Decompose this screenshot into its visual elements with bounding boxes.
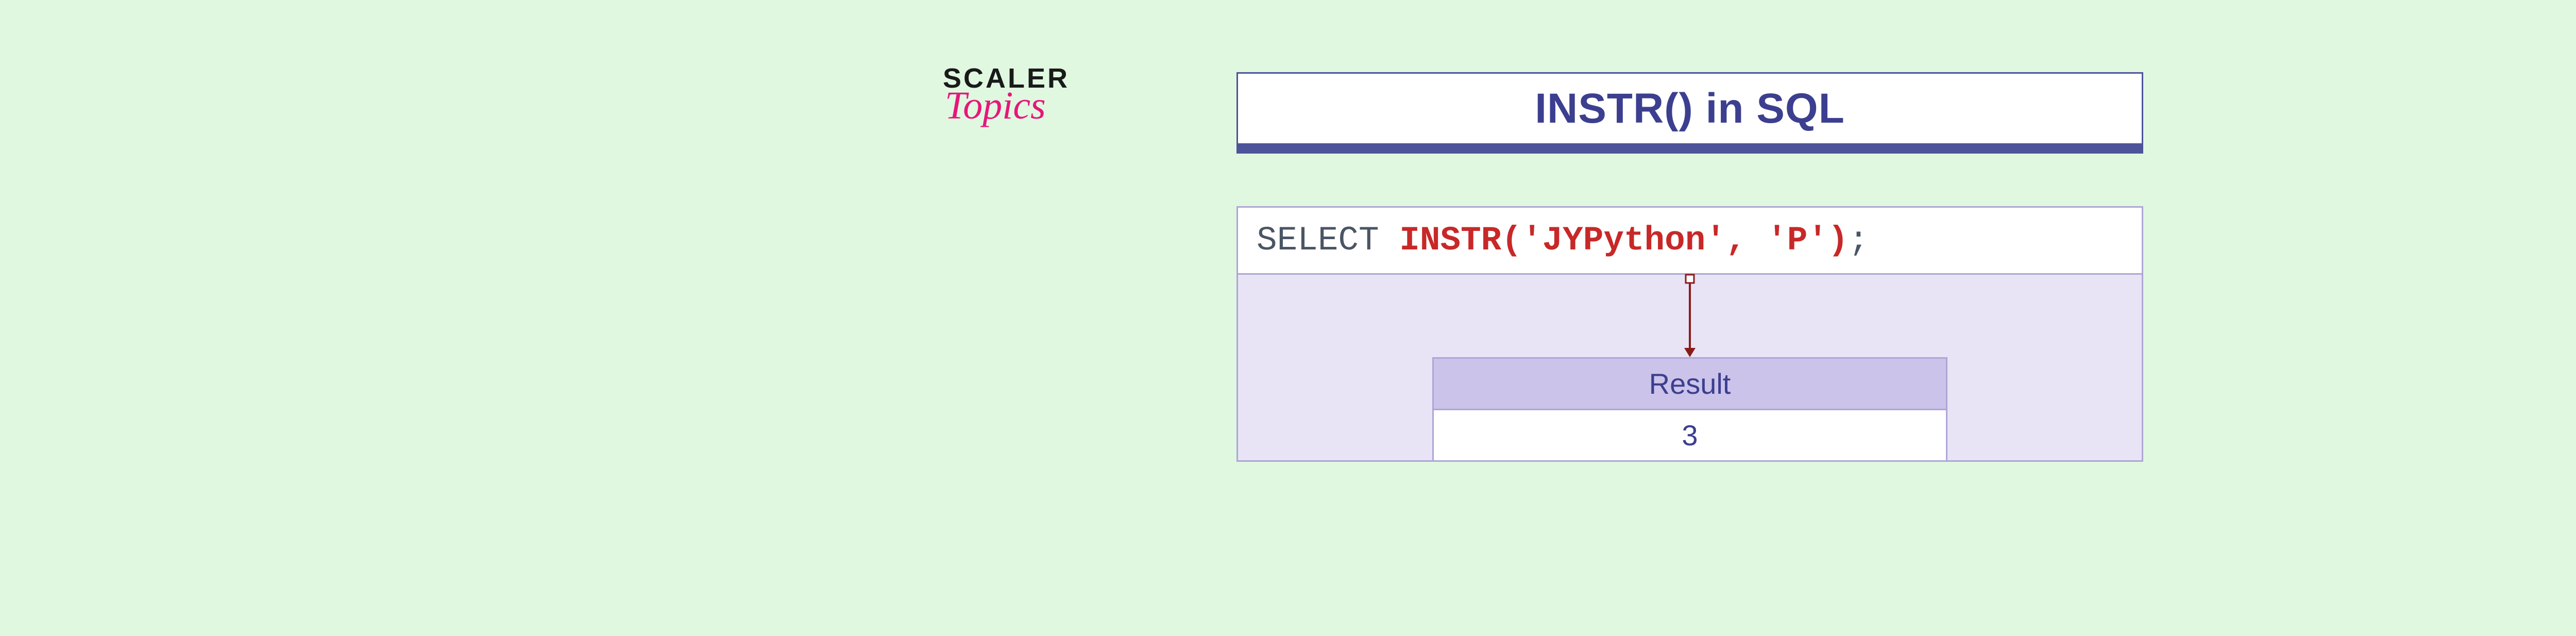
arrow-area [1238, 275, 2142, 357]
code-comma: , [1726, 221, 1747, 260]
code-arg1: 'JYPython' [1522, 221, 1726, 260]
result-value: 3 [1433, 410, 1947, 461]
result-header: Result [1433, 358, 1947, 410]
code-open: ( [1501, 221, 1522, 260]
diagram-panel: SELECT INSTR('JYPython', 'P'); Result 3 [1236, 206, 2143, 462]
code-select: SELECT [1257, 221, 1379, 260]
code-func: INSTR [1399, 221, 1501, 260]
code-arg2: 'P' [1767, 221, 1828, 260]
result-table: Result 3 [1432, 357, 1947, 462]
table-row: Result [1433, 358, 1947, 410]
page-title: INSTR() in SQL [1535, 85, 1845, 133]
code-semi: ; [1849, 221, 1869, 260]
title-box: INSTR() in SQL [1236, 72, 2143, 154]
table-row: 3 [1433, 410, 1947, 461]
code-close: ) [1828, 221, 1849, 260]
brand-logo: SCALER Topics [943, 64, 1070, 125]
code-box: SELECT INSTR('JYPython', 'P'); [1238, 208, 2142, 275]
arrow-down-icon [1680, 274, 1700, 357]
